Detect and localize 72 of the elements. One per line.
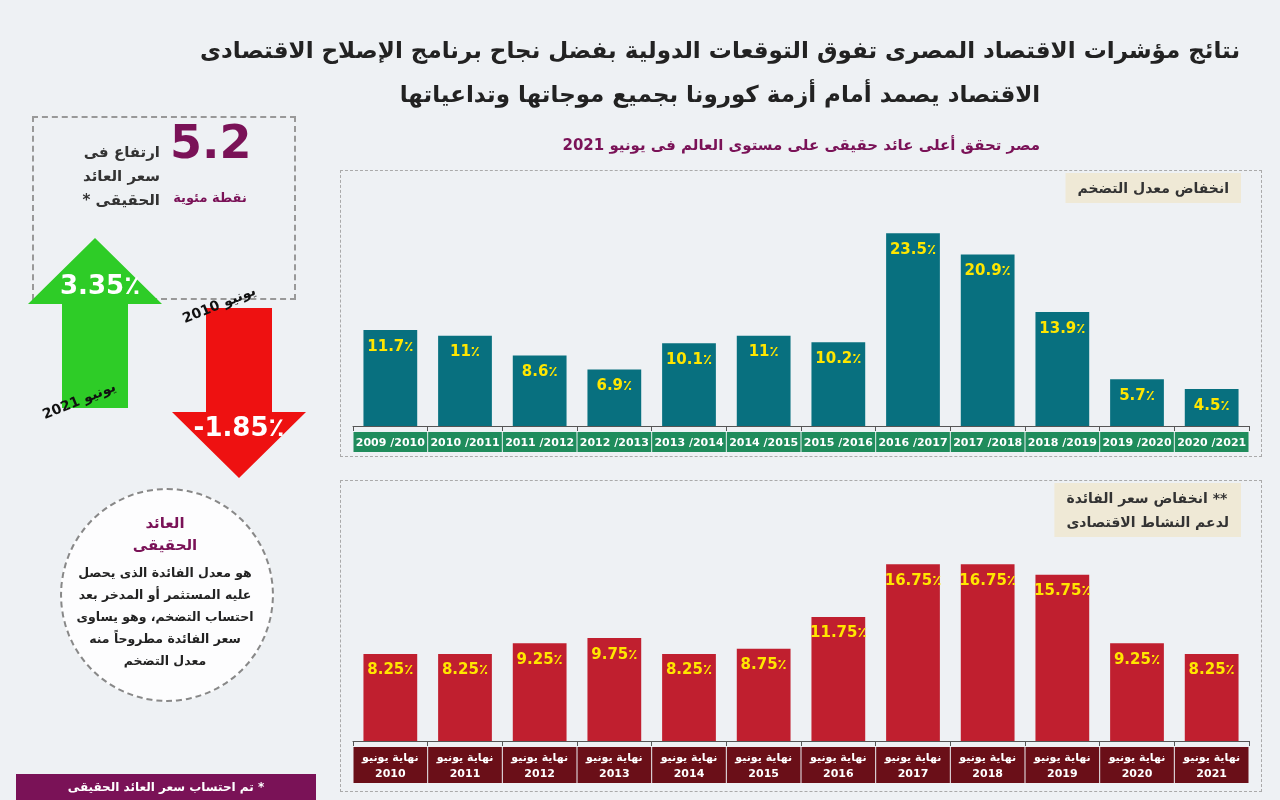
bar	[363, 653, 418, 741]
data-label: 8.25٪	[665, 660, 713, 679]
bar	[438, 335, 492, 426]
data-label: 20.9٪	[964, 261, 1011, 280]
x-tick-label: 2009 /2010	[355, 435, 426, 449]
bar	[736, 648, 791, 741]
x-tick-label: 2019 /2020	[1102, 435, 1172, 449]
bar	[587, 638, 642, 741]
bar	[512, 355, 567, 426]
data-label: 8.25٪	[1188, 660, 1235, 679]
bar	[736, 335, 791, 426]
text: * تم احتساب سعر العائد الحقيقى	[16, 774, 316, 800]
chart-subtitle: لدعم النشاط الاقتصادى	[1066, 514, 1229, 530]
bar	[811, 342, 866, 426]
bar	[960, 564, 1015, 741]
bar	[886, 564, 940, 741]
x-tick-label: 2018 /2019	[1027, 435, 1097, 449]
data-label: 6.9٪	[596, 375, 633, 394]
data-label: 9.25٪	[1113, 649, 1161, 668]
data-label: 11٪	[449, 342, 481, 361]
text: 3.35٪	[59, 270, 141, 300]
bar	[811, 616, 866, 741]
data-label: 5.7٪	[1119, 385, 1155, 404]
bar	[438, 653, 492, 741]
text: 5.2	[170, 115, 252, 169]
bar	[1035, 312, 1090, 426]
bar	[662, 343, 716, 426]
data-label: 13.9٪	[1039, 318, 1086, 337]
data-label: 16.75٪	[959, 570, 1016, 589]
data-label: 8.6٪	[521, 361, 558, 380]
data-label: 11.7٪	[367, 336, 414, 355]
bar	[886, 233, 940, 426]
data-label: 10.2٪	[815, 348, 862, 367]
x-tick-label: 2014 /2015	[729, 435, 799, 449]
data-label: 8.25٪	[367, 660, 414, 679]
bar	[1035, 574, 1090, 741]
data-label: 8.25٪	[441, 660, 489, 679]
x-tick-label: 2015 /2016	[803, 435, 874, 449]
x-tick-label: 2010 /2011	[430, 435, 500, 449]
text: مصر تحقق أعلى عائد حقيقى على مستوى العالم فى يونيو 2021	[562, 136, 1040, 154]
x-tick-label: 2013 /2014	[654, 435, 724, 449]
bar	[662, 653, 716, 741]
data-label: 9.75٪	[591, 644, 638, 663]
bar	[587, 369, 642, 426]
text: هو معدل الفائدة الذى يحصل عليه المستثمر أو المدخر بعد احتساب التضخم، وهو يساوى سعر الفائدة مطروحاً منه معدل التضخم	[75, 564, 255, 670]
text: نقطة مئوية	[172, 190, 248, 205]
bar	[1110, 379, 1164, 426]
text: يونيو 2010	[179, 282, 258, 326]
data-label: 9.25٪	[516, 649, 563, 668]
bar	[1184, 653, 1239, 741]
text: العائد الحقيقى	[131, 513, 199, 556]
x-tick-label: 2012 /2013	[579, 435, 649, 449]
text: نتائج مؤشرات الاقتصاد المصرى تفوق التوقعات الدولية بفضل نجاح برنامج الإصلاح الاقتصادى الاقتصاد يصمد أمام أزمة كورونا بجميع موجاتها وتداعياتها	[198, 36, 1242, 110]
data-label: 23.5٪	[889, 239, 937, 258]
data-label: 8.75٪	[740, 655, 787, 674]
x-tick-label: 2011 /2012	[505, 435, 575, 449]
x-tick-label: 2017 /2018	[953, 435, 1023, 449]
text: -1.85٪	[192, 412, 286, 442]
bar	[1110, 643, 1164, 741]
bar	[1184, 389, 1239, 426]
data-label: 10.1٪	[665, 349, 713, 368]
text: يونيو 2021	[39, 378, 118, 422]
x-tick-label: 2016 /2017	[878, 435, 948, 449]
chart-title: انخفاض سعر الفائدة **	[1066, 490, 1229, 507]
chart-title: انخفاض معدل التضخم	[1077, 180, 1229, 197]
text: ارتفاع فى سعر العائد الحقيقى *	[81, 142, 160, 211]
bar	[512, 643, 567, 741]
bar	[363, 330, 418, 426]
x-tick-label: 2020 /2021	[1177, 435, 1247, 449]
bar	[960, 254, 1015, 426]
data-label: 11٪	[748, 342, 779, 361]
data-label: 4.5٪	[1193, 395, 1230, 414]
